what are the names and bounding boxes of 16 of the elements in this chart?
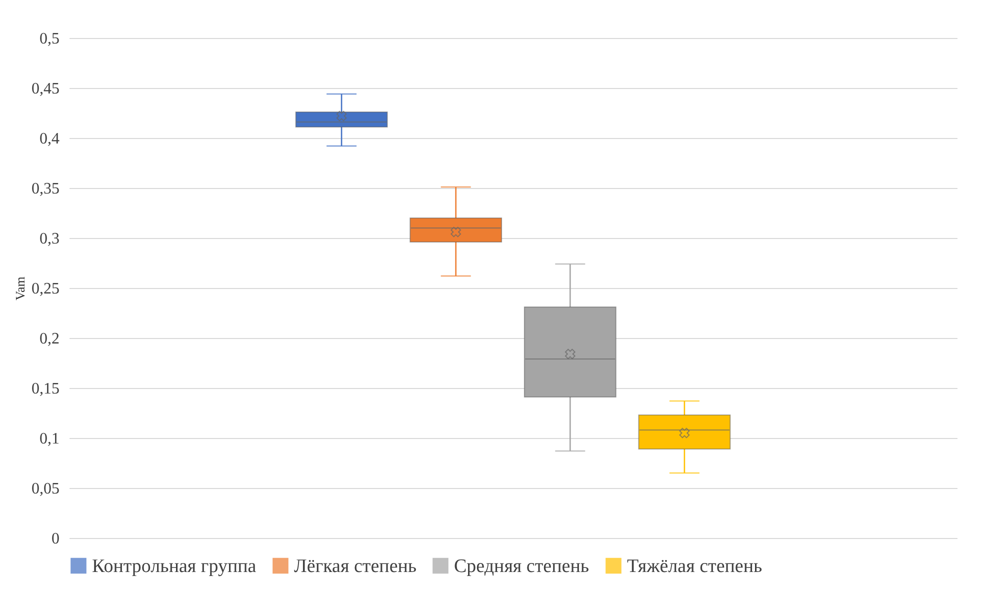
legend-label: Средняя степень xyxy=(454,556,590,577)
y-tick-label: 0 xyxy=(52,530,60,548)
y-axis-title: Vam xyxy=(12,276,28,300)
legend-label: Лёгкая степень xyxy=(294,556,417,577)
y-tick-label: 0,25 xyxy=(32,280,60,298)
y-tick-label: 0,35 xyxy=(32,180,60,198)
y-tick-label: 0,5 xyxy=(40,30,60,48)
legend-label: Тяжёлая степень xyxy=(627,556,763,577)
y-tick-label: 0,1 xyxy=(40,430,60,448)
y-tick-label: 0,3 xyxy=(40,230,60,248)
y-tick-label: 0,2 xyxy=(40,330,60,348)
y-tick-label: 0,4 xyxy=(40,130,60,148)
y-tick-label: 0,15 xyxy=(32,380,60,398)
y-tick-label: 0,05 xyxy=(32,480,60,498)
y-tick-label: 0,45 xyxy=(32,80,60,98)
legend-label: Контрольная группа xyxy=(92,556,257,577)
